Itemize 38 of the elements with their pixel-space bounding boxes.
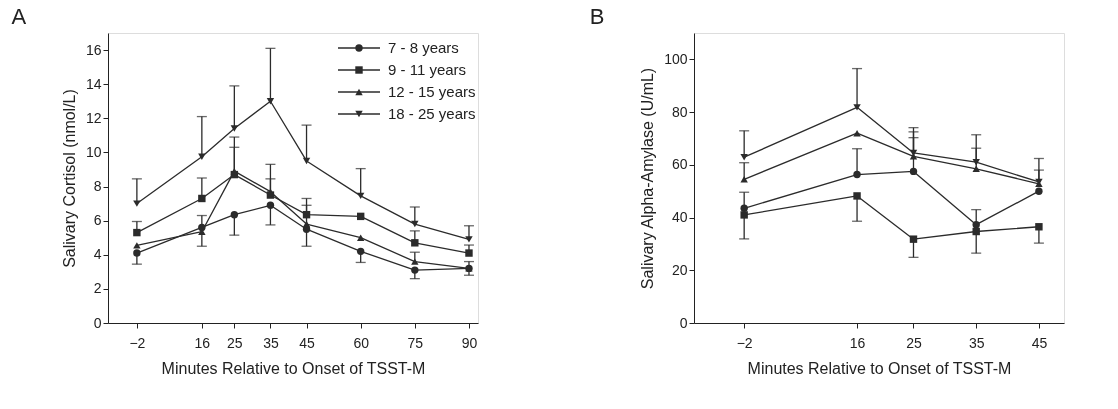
x-tick-label: 25	[906, 334, 922, 351]
y-tick-label: 0	[93, 314, 102, 331]
x-tick-label: 25	[227, 334, 243, 351]
y-axis-title: Salivary Alpha-Amylase (U/mL)	[639, 67, 657, 290]
legend-label: 9 - 11 years	[388, 61, 467, 78]
chart-title: A	[11, 4, 27, 29]
x-tick-label: 45	[1031, 334, 1048, 351]
y-tick-label: 40	[671, 209, 688, 226]
x-tick-label: −2	[129, 334, 146, 351]
y-tick-label: 80	[671, 103, 688, 120]
x-tick-label: 45	[299, 334, 316, 351]
y-tick-label: 4	[93, 246, 102, 263]
x-axis-title: Minutes Relative to Onset of TSST-M	[747, 359, 1012, 377]
y-tick-label: 16	[85, 41, 102, 58]
y-tick-label: 14	[85, 75, 102, 92]
x-tick-label: 35	[968, 334, 985, 351]
x-tick-label: 16	[849, 334, 866, 351]
chart-title: B	[589, 4, 605, 29]
legend-label: 7 - 8 years	[388, 39, 459, 56]
y-tick-label: 12	[85, 109, 102, 126]
x-tick-label: 90	[461, 334, 478, 351]
y-tick-label: 10	[85, 143, 102, 160]
x-tick-label: −2	[736, 334, 753, 351]
y-tick-label: 0	[679, 314, 688, 331]
x-axis-title: Minutes Relative to Onset of TSST-M	[161, 359, 426, 377]
x-tick-label: 16	[194, 334, 211, 351]
y-tick-label: 100	[664, 50, 688, 67]
x-tick-label: 60	[353, 334, 370, 351]
x-tick-label: 75	[407, 334, 424, 351]
y-tick-label: 2	[93, 280, 102, 297]
y-tick-label: 20	[671, 261, 688, 278]
y-tick-label: 6	[93, 212, 102, 229]
y-axis-title: Salivary Cortisol (nmol/L)	[60, 89, 78, 268]
legend-label: 18 - 25 years	[388, 105, 476, 122]
x-tick-label: 35	[263, 334, 279, 351]
y-tick-label: 60	[671, 156, 688, 173]
y-tick-label: 8	[93, 178, 102, 195]
legend-label: 12 - 15 years	[388, 83, 476, 100]
